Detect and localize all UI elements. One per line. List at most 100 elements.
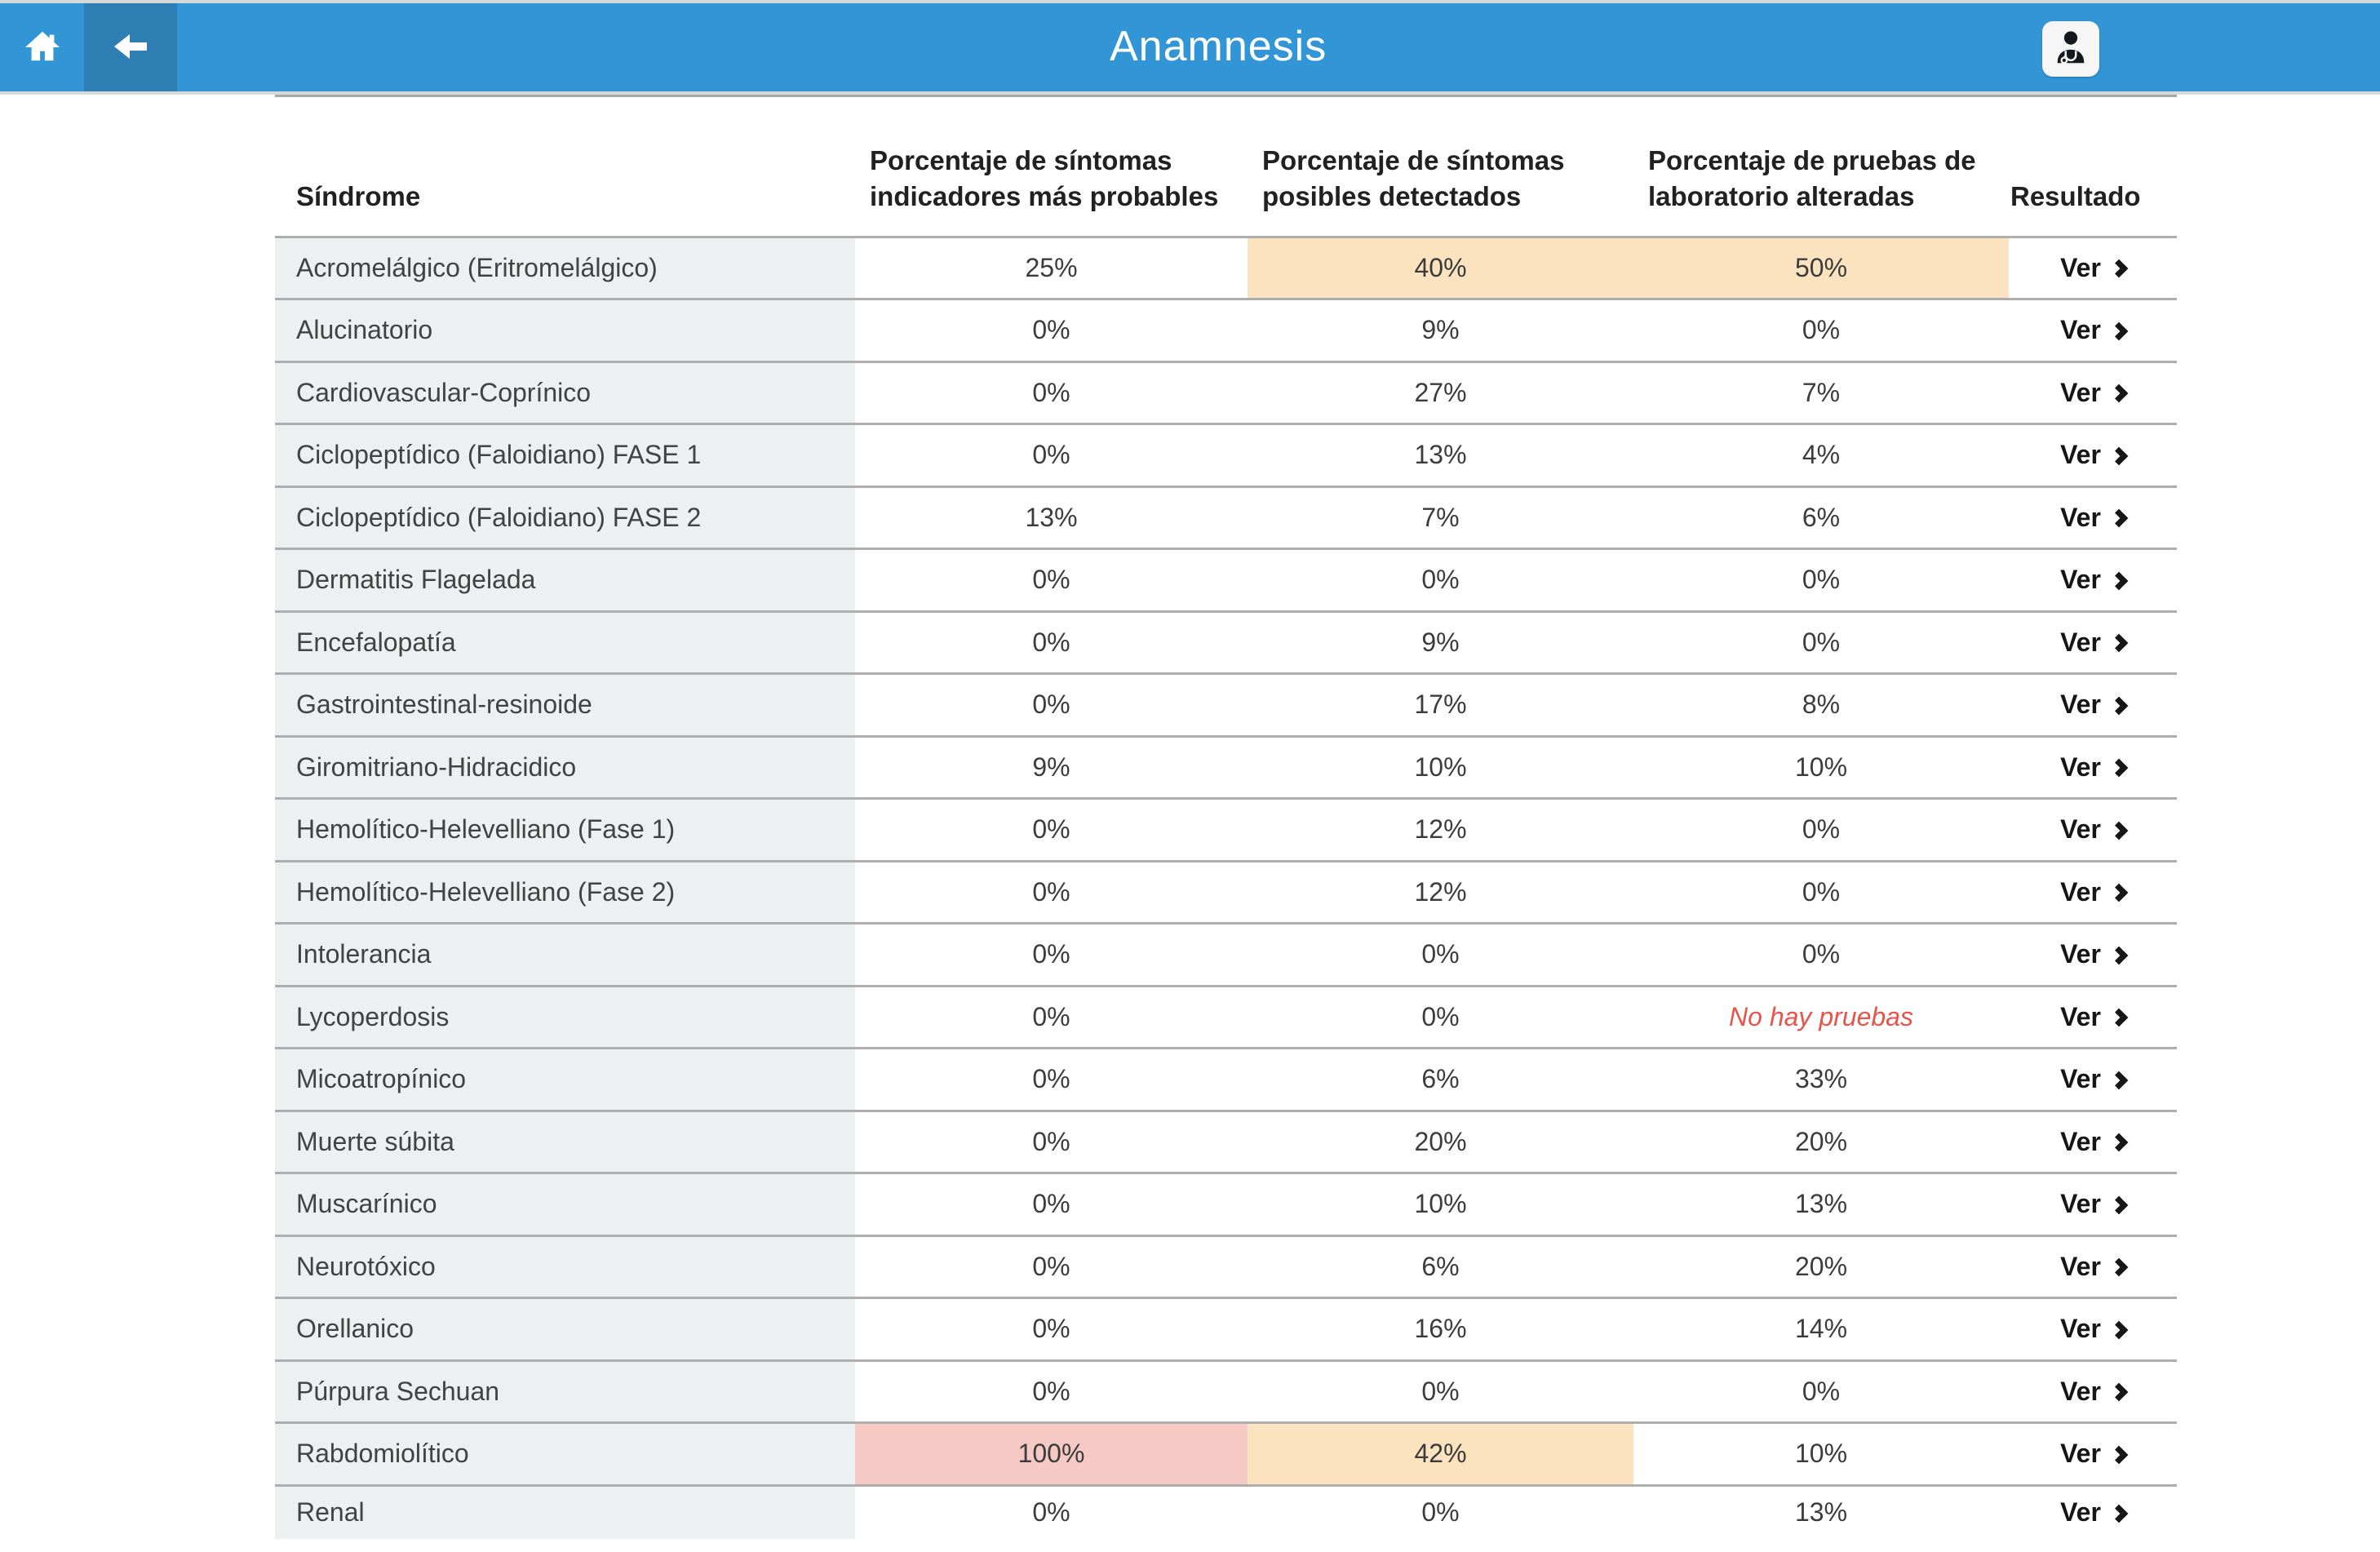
- percent-cell: 0%: [1633, 859, 2009, 924]
- ver-label: Ver: [2060, 1439, 2101, 1469]
- result-cell: Ver: [2009, 1172, 2177, 1235]
- ver-link[interactable]: Ver: [2060, 752, 2129, 783]
- top-edge-strip: [0, 0, 2380, 3]
- ver-link[interactable]: Ver: [2060, 1314, 2129, 1344]
- ver-link[interactable]: Ver: [2060, 1252, 2129, 1282]
- ver-label: Ver: [2060, 1126, 2101, 1156]
- table-row: Púrpura Sechuan 0% 0% 0% Ver: [275, 1359, 2177, 1423]
- ver-label: Ver: [2060, 814, 2101, 845]
- table-row: Neurotóxico 0% 6% 20% Ver: [275, 1234, 2177, 1298]
- ver-link[interactable]: Ver: [2060, 939, 2129, 969]
- ver-label: Ver: [2060, 252, 2101, 282]
- percent-cell: 13%: [1633, 1172, 2009, 1235]
- ver-label: Ver: [2060, 1376, 2101, 1406]
- ver-link[interactable]: Ver: [2060, 1064, 2129, 1094]
- percent-cell: 0%: [1248, 1483, 1633, 1539]
- table-header-row: Síndrome Porcentaje de síntomas indicado…: [275, 97, 2177, 237]
- ver-label: Ver: [2060, 939, 2101, 969]
- chevron-right-icon: [2109, 1257, 2129, 1277]
- table-row: Muscarínico 0% 10% 13% Ver: [275, 1172, 2177, 1235]
- result-cell: Ver: [2009, 298, 2177, 361]
- result-cell: Ver: [2009, 548, 2177, 611]
- chevron-right-icon: [2109, 633, 2129, 653]
- ver-link[interactable]: Ver: [2060, 1497, 2129, 1528]
- percent-cell: 13%: [855, 485, 1248, 549]
- table-row: Hemolítico-Helevelliano (Fase 1) 0% 12% 0% V…: [275, 797, 2177, 861]
- syndrome-cell: Renal: [275, 1483, 855, 1539]
- percent-cell: 100%: [855, 1421, 1248, 1485]
- percent-cell: 0%: [1248, 922, 1633, 986]
- chevron-right-icon: [2109, 259, 2129, 278]
- percent-cell: 6%: [1633, 485, 2009, 549]
- ver-label: Ver: [2060, 752, 2101, 782]
- result-cell: Ver: [2009, 672, 2177, 736]
- percent-cell: 0%: [855, 548, 1248, 611]
- percent-cell: 4%: [1633, 423, 2009, 486]
- ver-link[interactable]: Ver: [2060, 1189, 2129, 1219]
- chevron-right-icon: [2109, 321, 2129, 341]
- ver-link[interactable]: Ver: [2060, 1376, 2129, 1407]
- app-header: Anamnesis: [0, 3, 2380, 91]
- ver-link[interactable]: Ver: [2060, 690, 2129, 720]
- table-row: Alucinatorio 0% 9% 0% Ver: [275, 298, 2177, 361]
- syndrome-cell: Ciclopeptídico (Faloidiano) FASE 1: [275, 423, 855, 486]
- chevron-right-icon: [2109, 508, 2129, 528]
- percent-cell: 0%: [855, 298, 1248, 361]
- table-row: Cardiovascular-Coprínico 0% 27% 7% Ver: [275, 360, 2177, 424]
- chevron-right-icon: [2109, 571, 2129, 591]
- percent-cell: 9%: [1248, 610, 1633, 674]
- ver-link[interactable]: Ver: [2060, 814, 2129, 845]
- table-row: Encefalopatía 0% 9% 0% Ver: [275, 610, 2177, 674]
- percent-cell: 16%: [1248, 1297, 1633, 1360]
- percent-cell: 20%: [1248, 1109, 1633, 1173]
- percent-cell: No hay pruebas: [1633, 984, 2009, 1049]
- home-button[interactable]: [0, 3, 84, 91]
- table-row: Orellanico 0% 16% 14% Ver: [275, 1297, 2177, 1360]
- syndrome-cell: Lycoperdosis: [275, 984, 855, 1049]
- percent-cell: 13%: [1633, 1483, 2009, 1539]
- chevron-right-icon: [2109, 1133, 2129, 1152]
- profile-button[interactable]: [2042, 21, 2099, 77]
- syndrome-cell: Púrpura Sechuan: [275, 1359, 855, 1423]
- syndrome-cell: Ciclopeptídico (Faloidiano) FASE 2: [275, 485, 855, 549]
- ver-label: Ver: [2060, 1497, 2101, 1528]
- result-cell: Ver: [2009, 922, 2177, 986]
- percent-cell: 0%: [855, 1359, 1248, 1423]
- result-cell: Ver: [2009, 797, 2177, 861]
- ver-label: Ver: [2060, 1189, 2101, 1219]
- ver-link[interactable]: Ver: [2060, 440, 2129, 470]
- result-cell: Ver: [2009, 859, 2177, 924]
- ver-link[interactable]: Ver: [2060, 1126, 2129, 1157]
- percent-cell: 0%: [855, 423, 1248, 486]
- table-row: Gastrointestinal-resinoide 0% 17% 8% Ver: [275, 672, 2177, 736]
- chevron-right-icon: [2109, 1382, 2129, 1402]
- syndrome-cell: Micoatropínico: [275, 1047, 855, 1111]
- table-row: Acromelálgico (Eritromelálgico) 25% 40% 50%…: [275, 235, 2177, 299]
- ver-link[interactable]: Ver: [2060, 565, 2129, 595]
- column-header-resultado: Resultado: [2010, 180, 2141, 211]
- no-tests-label: No hay pruebas: [1729, 1001, 1913, 1031]
- percent-cell: 0%: [1633, 548, 2009, 611]
- syndrome-table-container: Síndrome Porcentaje de síntomas indicado…: [275, 95, 2177, 1539]
- ver-link[interactable]: Ver: [2060, 1439, 2129, 1469]
- percent-cell: 10%: [1248, 734, 1633, 799]
- syndrome-cell: Giromitriano-Hidracidico: [275, 734, 855, 799]
- doctor-icon: [2052, 29, 2090, 69]
- syndrome-cell: Muerte súbita: [275, 1109, 855, 1173]
- ver-link[interactable]: Ver: [2060, 315, 2129, 345]
- percent-cell: 0%: [855, 1483, 1248, 1539]
- ver-label: Ver: [2060, 565, 2101, 595]
- syndrome-cell: Hemolítico-Helevelliano (Fase 2): [275, 859, 855, 924]
- percent-cell: 40%: [1248, 235, 1633, 299]
- ver-link[interactable]: Ver: [2060, 252, 2129, 283]
- ver-link[interactable]: Ver: [2060, 627, 2129, 658]
- ver-link[interactable]: Ver: [2060, 503, 2129, 533]
- ver-link[interactable]: Ver: [2060, 378, 2129, 408]
- result-cell: Ver: [2009, 1359, 2177, 1423]
- ver-link[interactable]: Ver: [2060, 1002, 2129, 1032]
- percent-cell: 17%: [1248, 672, 1633, 736]
- back-button[interactable]: [84, 3, 177, 91]
- chevron-right-icon: [2109, 758, 2129, 778]
- ver-link[interactable]: Ver: [2060, 877, 2129, 907]
- percent-cell: 0%: [1633, 298, 2009, 361]
